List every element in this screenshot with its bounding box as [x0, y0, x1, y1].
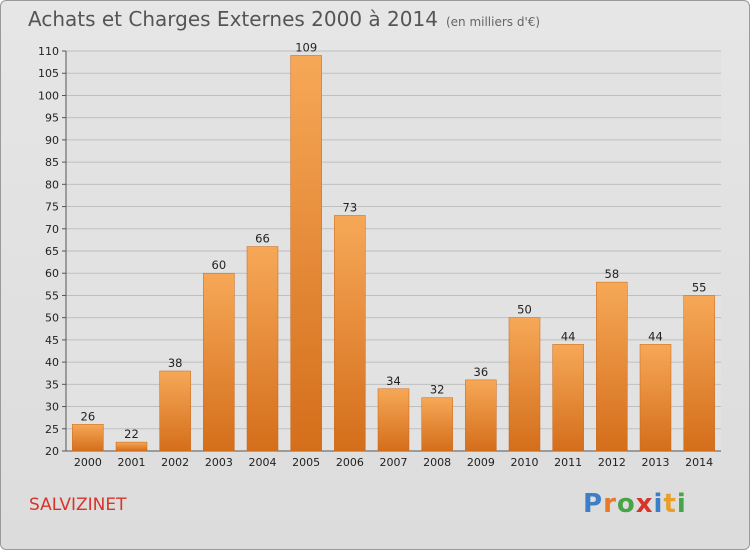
y-tick-label: 20: [45, 445, 59, 458]
chart-subtitle: (en milliers d'€): [445, 15, 541, 29]
x-tick-label: 2006: [336, 456, 364, 469]
x-tick-label: 2000: [74, 456, 102, 469]
x-tick-label: 2013: [642, 456, 670, 469]
bar: [508, 317, 541, 452]
x-tick-label: 2004: [249, 456, 277, 469]
y-tick-label: 30: [45, 401, 59, 414]
bar-value-label: 22: [124, 427, 139, 441]
bar-value-label: 50: [517, 303, 532, 317]
x-tick-label: 2009: [467, 456, 495, 469]
x-tick-label: 2001: [118, 456, 146, 469]
bar-value-label: 34: [386, 374, 401, 388]
bar: [203, 272, 235, 452]
logo-letter: r: [603, 489, 617, 519]
bar-value-label: 58: [605, 267, 620, 281]
bar-value-label: 73: [343, 200, 358, 214]
commune-name: SALVIZINET: [29, 495, 127, 515]
logo-letter: i: [653, 489, 664, 519]
y-tick-label: 35: [45, 378, 59, 391]
x-tick-label: 2010: [511, 456, 539, 469]
bar-value-label: 32: [430, 383, 445, 397]
y-tick-label: 45: [45, 334, 59, 347]
bar-value-label: 109: [295, 40, 317, 54]
logo-letter: P: [583, 489, 604, 519]
bar-value-label: 55: [692, 280, 707, 294]
x-tick-label: 2007: [380, 456, 408, 469]
bar-value-label: 38: [168, 356, 183, 370]
bar: [159, 370, 191, 452]
bar-value-label: 66: [255, 232, 270, 246]
logo-letter: i: [676, 489, 687, 519]
bar-value-label: 60: [212, 258, 227, 272]
logo-letter: o: [616, 489, 636, 519]
bar: [421, 397, 453, 452]
logo-letter: x: [635, 489, 654, 519]
bar: [377, 388, 410, 452]
bar: [683, 295, 715, 452]
y-tick-label: 50: [45, 312, 59, 325]
bar-value-label: 44: [648, 329, 663, 343]
y-tick-label: 65: [45, 245, 59, 258]
chart-title: Achats et Charges Externes 2000 à 2014 (e…: [28, 7, 540, 31]
y-tick-label: 25: [45, 423, 59, 436]
y-tick-label: 110: [38, 45, 59, 58]
y-tick-label: 70: [45, 223, 59, 236]
y-tick-label: 100: [38, 89, 59, 102]
bar: [115, 441, 148, 452]
bar: [465, 379, 497, 452]
x-tick-label: 2008: [423, 456, 451, 469]
bar: [552, 344, 584, 452]
y-tick-label: 80: [45, 178, 59, 191]
bar: [72, 424, 104, 452]
bar-value-label: 26: [81, 409, 96, 423]
bar-value-label: 44: [561, 329, 576, 343]
bar: [246, 246, 279, 452]
y-tick-label: 60: [45, 267, 59, 280]
x-tick-label: 2011: [554, 456, 582, 469]
proxiti-logo: Proxiti: [583, 489, 687, 519]
y-tick-label: 40: [45, 356, 59, 369]
y-tick-label: 105: [38, 67, 59, 80]
x-tick-label: 2003: [205, 456, 233, 469]
bar: [639, 344, 672, 452]
x-tick-label: 2012: [598, 456, 626, 469]
bar: [334, 215, 366, 452]
x-tick-label: 2005: [292, 456, 320, 469]
bar: [290, 55, 322, 452]
chart-title-text: Achats et Charges Externes 2000 à 2014: [28, 7, 438, 31]
bar-value-label: 36: [474, 365, 489, 379]
y-tick-label: 85: [45, 156, 59, 169]
y-tick-label: 95: [45, 112, 59, 125]
x-tick-label: 2002: [161, 456, 189, 469]
logo-letter: t: [663, 489, 677, 519]
bar: [596, 281, 628, 452]
y-tick-label: 75: [45, 201, 59, 214]
y-tick-label: 90: [45, 134, 59, 147]
x-tick-label: 2014: [685, 456, 713, 469]
y-tick-label: 55: [45, 289, 59, 302]
